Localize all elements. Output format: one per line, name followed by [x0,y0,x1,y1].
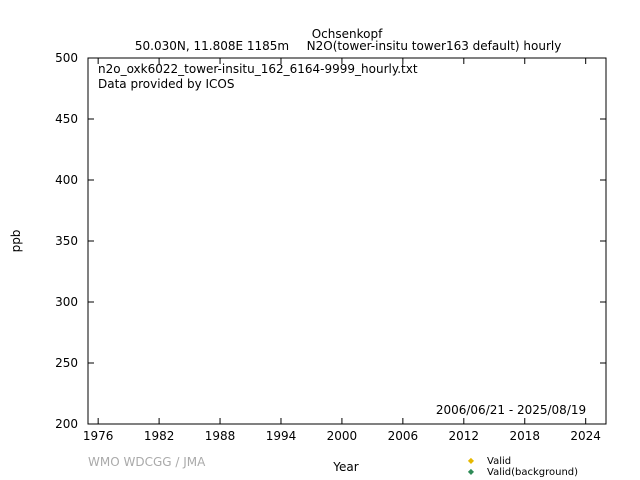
date-range-label: 2006/06/21 - 2025/08/19 [436,403,586,417]
x-tick-label: 1988 [205,429,236,443]
x-tick-label: 2006 [388,429,419,443]
y-tick-label: 500 [55,51,78,65]
x-tick-label: 2012 [449,429,480,443]
y-tick-label: 250 [55,356,78,370]
x-axis: 1976 1982 1988 1994 2000 2006 2012 2018 2024 [83,58,601,443]
y-tick-label: 200 [55,417,78,431]
chart-title: Ochsenkopf [312,27,383,41]
plot-area-frame [87,57,607,425]
x-tick-label: 2024 [570,429,601,443]
legend-label-valid-background: Valid(background) [487,467,578,478]
x-tick-label: 1994 [266,429,297,443]
x-tick-label: 2018 [509,429,540,443]
file-name-label: n2o_oxk6022_tower-insitu_162_6164-9999_h… [98,62,418,76]
chart-subtitle-location: 50.030N, 11.808E 1185m [135,39,289,53]
chart-subtitle-series: N2O(tower-insitu tower163 default) hourl… [307,39,562,53]
x-tick-label: 1976 [83,429,114,443]
x-tick-label: 2000 [327,429,358,443]
x-tick-label: 1982 [144,429,175,443]
y-tick-label: 300 [55,295,78,309]
y-tick-label: 450 [55,112,78,126]
y-tick-label: 400 [55,173,78,187]
y-axis: 200 250 300 350 400 450 500 [55,51,606,431]
y-tick-label: 350 [55,234,78,248]
data-provider-label: Data provided by ICOS [98,77,234,91]
legend-symbol-valid-background: ◆ [468,467,475,476]
legend-label-valid: Valid [487,456,511,467]
data-points [408,0,602,278]
legend: ◆ Valid ◆ Valid(background) [468,456,578,478]
x-axis-label: Year [332,460,358,474]
watermark-label: WMO WDCGG / JMA [88,455,206,469]
y-axis-label: ppb [9,230,23,253]
legend-symbol-valid: ◆ [468,456,475,465]
